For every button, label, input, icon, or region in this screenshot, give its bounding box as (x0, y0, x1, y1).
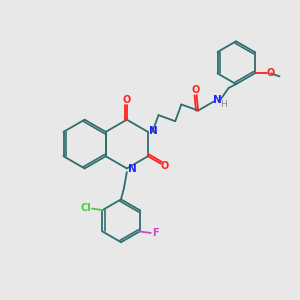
Text: O: O (160, 161, 169, 171)
Text: O: O (267, 68, 275, 78)
Text: N: N (213, 95, 222, 105)
Text: N: N (128, 164, 136, 174)
Text: Cl: Cl (81, 203, 92, 213)
Text: N: N (149, 126, 158, 136)
Text: H: H (220, 100, 226, 109)
Text: O: O (191, 85, 200, 95)
Text: F: F (152, 228, 159, 238)
Text: O: O (123, 95, 131, 105)
